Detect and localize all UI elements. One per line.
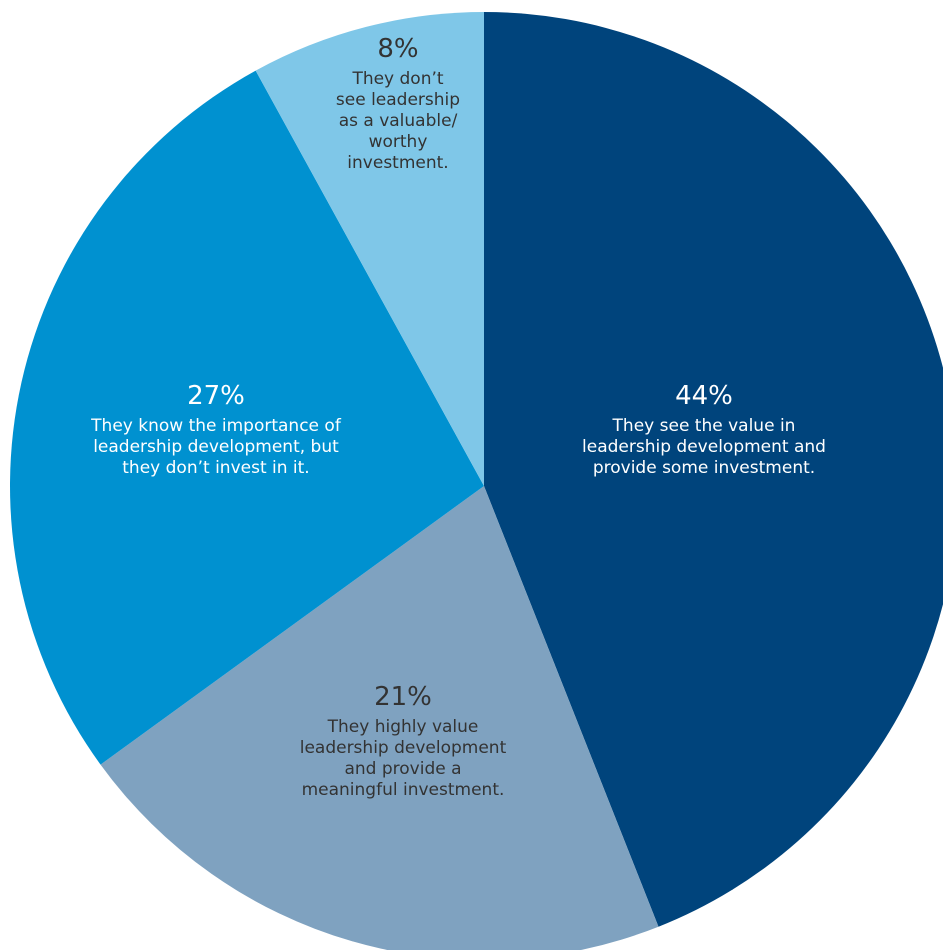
slice-description-line: They see the value in <box>612 416 796 436</box>
slice-percent-label: 27% <box>187 381 245 411</box>
slice-description-line: leadership development <box>300 738 507 758</box>
slice-percent-label: 21% <box>374 682 432 712</box>
slice-description-line: provide some investment. <box>593 458 815 478</box>
pie-slice-21pct <box>100 486 659 950</box>
slice-description-line: as a valuable/ <box>339 111 458 131</box>
pie-slice-44pct <box>484 12 943 927</box>
slice-percent-label: 8% <box>377 34 418 64</box>
slice-description-line: They know the importance of <box>90 416 342 436</box>
slice-description-line: they don’t invest in it. <box>122 458 309 478</box>
slice-label-group: 27% They know the importance ofleadership… <box>90 381 342 478</box>
slice-description-line: see leadership <box>336 90 460 110</box>
slice-description-line: They don’t <box>351 69 443 89</box>
slice-percent-label: 44% <box>675 381 733 411</box>
slice-description-line: leadership development and <box>582 437 826 457</box>
slice-description-line: They highly value <box>327 717 479 737</box>
slice-description-line: leadership development, but <box>93 437 339 457</box>
pie-slice-27pct <box>10 70 484 765</box>
slice-description-line: investment. <box>347 153 448 173</box>
slice-description-line: meaningful investment. <box>302 780 505 800</box>
slice-description-line: worthy <box>369 132 428 152</box>
pie-slice-8pct <box>255 12 484 486</box>
slice-description-line: and provide a <box>344 759 461 779</box>
